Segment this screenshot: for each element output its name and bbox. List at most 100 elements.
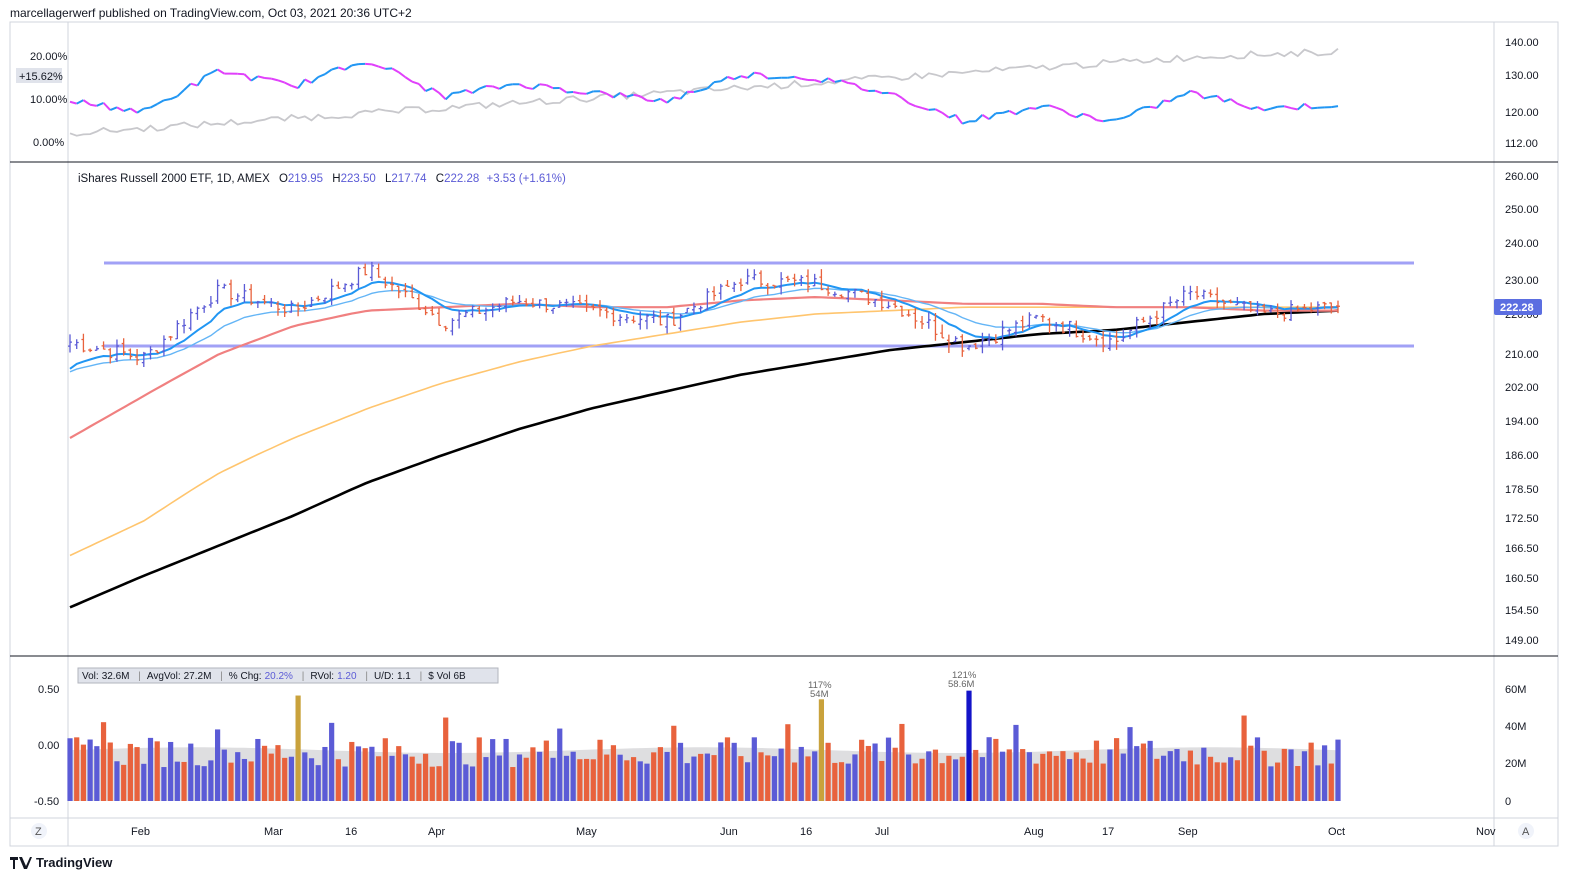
- price-bar: [1000, 320, 1005, 351]
- rs-line-segment: [1109, 118, 1117, 122]
- rs-line-segment: [545, 84, 554, 90]
- volume-bar: [1321, 745, 1328, 801]
- price-bar: [967, 345, 972, 351]
- price-bar: [873, 299, 878, 308]
- vol-right-label-40m: 40M: [1505, 721, 1526, 733]
- price-bars: [68, 261, 1340, 367]
- rs-line-segment: [1190, 89, 1198, 94]
- price-bar: [1107, 332, 1112, 351]
- volume-bar: [1134, 746, 1140, 801]
- price-bar: [1282, 312, 1287, 322]
- rs-line-segment: [89, 103, 97, 107]
- rs-line-segment: [418, 83, 427, 92]
- price-bar: [316, 295, 321, 302]
- rs-line-segment: [794, 75, 802, 80]
- vol-left-label-neg050: -0.50: [34, 796, 59, 808]
- price-bar: [759, 270, 764, 288]
- rs-line-segment: [452, 91, 460, 95]
- volume-bar: [1087, 762, 1093, 801]
- rs-line-segment: [1062, 109, 1071, 116]
- vol-right-label-0: 0: [1505, 796, 1511, 808]
- zoom-reset-button[interactable]: [31, 823, 47, 839]
- volume-bar: [1275, 762, 1281, 801]
- price-bar: [577, 294, 582, 304]
- volume-bar: [906, 754, 912, 801]
- volume-stats: Vol: 32.6M | AvgVol: 27.2M |% Chg: 20.2% | RV…: [82, 671, 466, 682]
- rs-line-segment: [1015, 109, 1024, 116]
- rs-line-segment: [69, 100, 77, 105]
- volume-bar: [255, 738, 261, 801]
- volume-bar: [999, 751, 1006, 801]
- price-bar: [846, 289, 851, 303]
- volume-bar: [724, 737, 731, 801]
- price-bar: [678, 313, 683, 331]
- volume-bar: [530, 747, 536, 801]
- rs-line-segment: [338, 66, 346, 71]
- rs-line-segment: [1035, 105, 1044, 110]
- rs-line-segment: [505, 83, 513, 87]
- rs-line-segment: [123, 107, 131, 112]
- rs-line-segment: [1236, 102, 1245, 108]
- stat-chg-label: % Chg:: [229, 671, 262, 682]
- auto-scale-button[interactable]: [1518, 823, 1534, 839]
- price-axis-label: 202.00: [1505, 382, 1539, 394]
- rs-line: [69, 62, 1339, 125]
- volume-bar: [691, 756, 697, 801]
- volume-bar: [443, 717, 449, 801]
- rs-line-segment: [304, 78, 312, 84]
- rs-line-segment: [210, 68, 219, 74]
- volume-bar: [1033, 763, 1039, 801]
- rs-line-segment: [76, 99, 84, 105]
- volume-bar: [892, 747, 898, 801]
- stat-vol-label: Vol:: [82, 671, 99, 682]
- volume-bar: [100, 722, 107, 801]
- volume-bar: [1248, 745, 1254, 801]
- legend-change: +3.53 (+1.61%): [487, 173, 566, 185]
- rs-line-segment: [1029, 107, 1037, 110]
- volume-bar: [1013, 724, 1019, 801]
- rs-line-segment: [271, 77, 279, 82]
- stat-avgvol-label: AvgVol:: [147, 671, 181, 682]
- price-bar: [1094, 335, 1099, 347]
- price-bar: [490, 303, 495, 318]
- price-bar: [141, 351, 146, 367]
- volume-bar: [973, 749, 979, 801]
- volume-bar: [1006, 749, 1012, 801]
- rs-line-segment: [740, 75, 748, 79]
- volume-bar: [1114, 738, 1120, 801]
- volume-bar: [1288, 749, 1294, 801]
- rs-line-segment: [1243, 105, 1252, 110]
- volume-bar: [657, 747, 663, 801]
- price-bar: [416, 294, 421, 310]
- volume-bar: [557, 728, 563, 801]
- vol-annotation-1-pct: 117%: [808, 680, 832, 691]
- volume-bar: [1207, 756, 1214, 801]
- price-bar: [369, 261, 374, 282]
- rs-line-segment: [1163, 99, 1171, 103]
- auto-button-label: A: [1522, 826, 1530, 838]
- price-bar: [671, 307, 676, 326]
- price-bar: [665, 313, 670, 334]
- time-label-jun16: 16: [800, 826, 812, 838]
- price-bar: [356, 266, 361, 289]
- rs-line-segment: [170, 95, 178, 100]
- price-bar: [953, 336, 958, 343]
- volume-bar: [275, 745, 281, 801]
- volume-bar: [1328, 763, 1334, 801]
- volume-bar: [389, 755, 395, 801]
- volume-bar: [329, 722, 335, 801]
- time-label-jun: Jun: [720, 826, 738, 838]
- price-bar: [752, 269, 757, 281]
- volume-bar: [959, 756, 965, 801]
- price-bar: [81, 333, 86, 353]
- rs-line-segment: [639, 95, 648, 102]
- rs-line-segment: [874, 89, 883, 95]
- time-label-aug17: 17: [1102, 826, 1114, 838]
- rs-line-segment: [96, 101, 104, 107]
- volume-bar: [235, 752, 241, 801]
- volume-bar: [630, 757, 637, 801]
- volume-bar: [644, 763, 650, 801]
- rs-line-segment: [619, 92, 628, 98]
- price-bar: [1054, 322, 1059, 332]
